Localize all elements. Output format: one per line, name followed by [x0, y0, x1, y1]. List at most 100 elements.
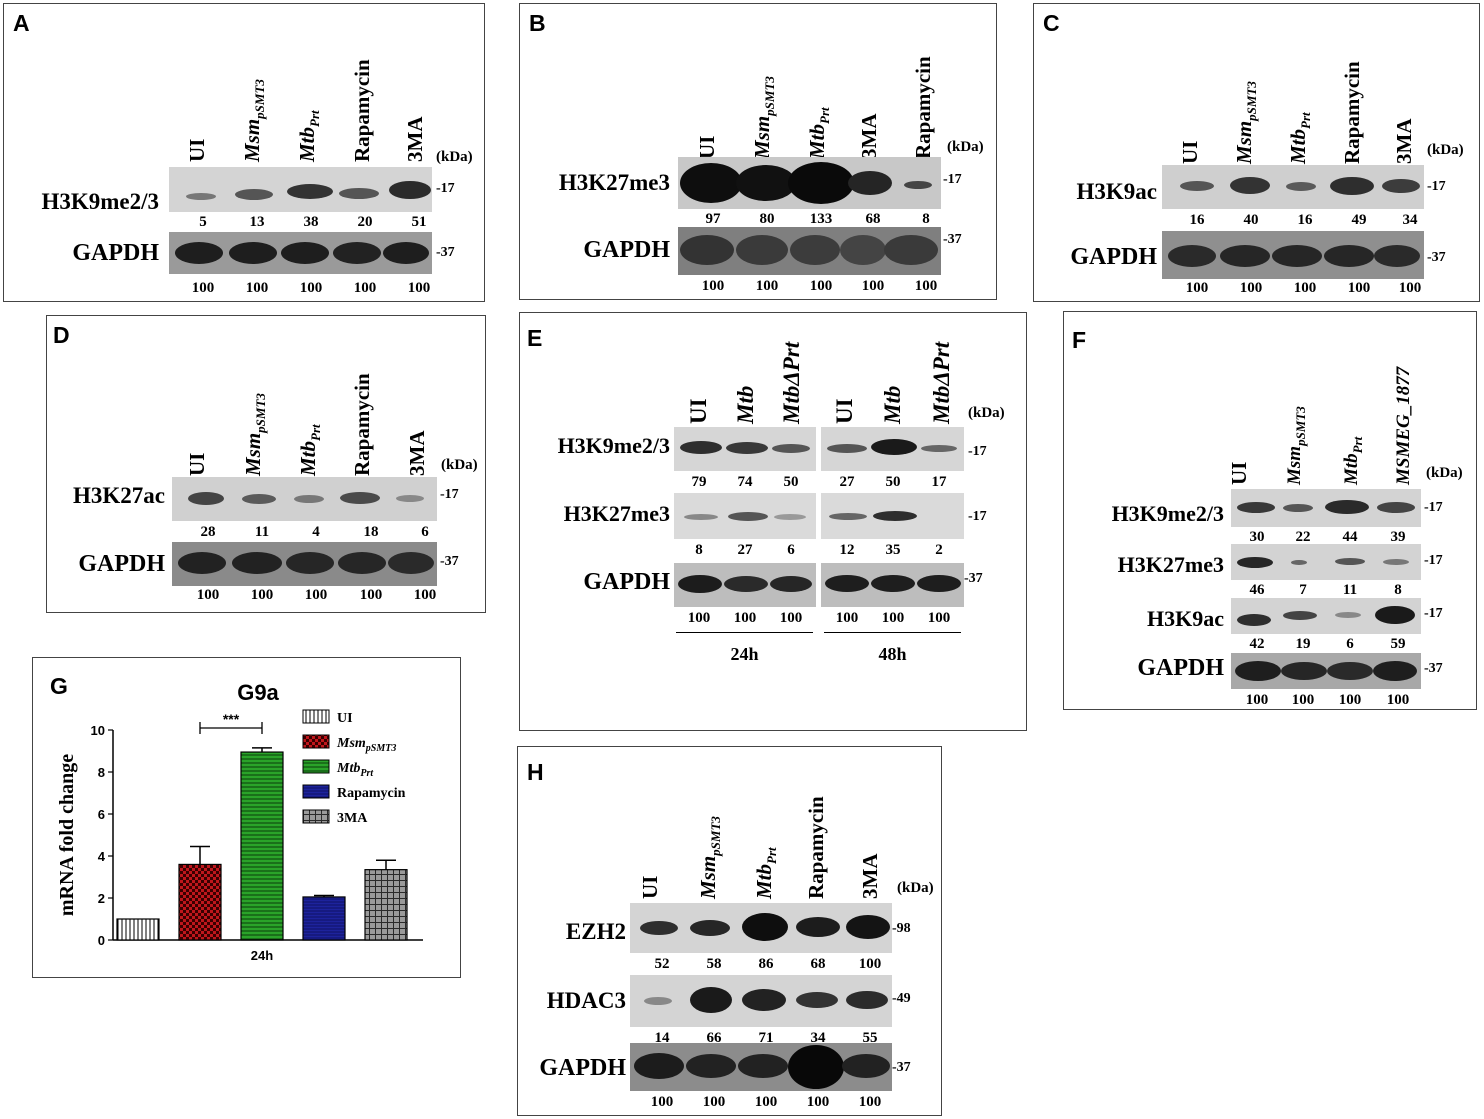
lane-label-ui: UI: [638, 875, 662, 899]
blot-h3k27me3-24h: [674, 493, 816, 539]
panel-a: A UI MsmpSMT3 MtbPrt Rapamycin 3MA (kDa)…: [3, 3, 485, 302]
row-label-gapdh: GAPDH: [1070, 244, 1157, 270]
legend-swatch: [302, 784, 330, 799]
y-tick-label: 0: [98, 933, 105, 948]
values-ezh2: 52 58 86 68 100: [654, 956, 882, 972]
legend-swatch: [302, 759, 330, 774]
bar-mtb: [240, 751, 284, 941]
panel-d-label: D: [53, 322, 70, 348]
row-label-gapdh: GAPDH: [1137, 655, 1224, 681]
blot-h3k9ac: [1231, 598, 1421, 634]
mw-marker-17: -17: [968, 509, 987, 524]
values-h3k9ac: 42 19 6 59: [1249, 636, 1406, 652]
mw-marker-37: -37: [1427, 250, 1446, 265]
blot-gapdh: [1231, 653, 1421, 689]
legend-label: Rapamycin: [337, 786, 406, 801]
lane-label-ui: UI: [1178, 140, 1202, 164]
values-gapdh: 100 100 100 100 100: [196, 587, 437, 603]
blot-h3k9ac: [1162, 165, 1424, 209]
bar-rapamycin: [302, 896, 346, 941]
lane-label-mtb-48h: Mtb: [880, 385, 905, 424]
row-label-ezh2: EZH2: [565, 919, 626, 944]
blot-gapdh: [172, 542, 437, 586]
lane-label-mtb: MtbPrt: [805, 107, 832, 159]
legend-label: MtbPrt: [336, 761, 374, 779]
kda-label: (kDa): [441, 457, 478, 473]
kda-label: (kDa): [1427, 142, 1464, 158]
lane-label-ui: UI: [185, 452, 209, 476]
blot-h3k27ac: [172, 477, 437, 521]
panel-f: F UI MsmpSMT3 MtbPrt MSMEG_1877 (kDa) H3…: [1063, 311, 1477, 710]
blot-hdac3: [630, 975, 892, 1027]
blot-h3k27me3: [678, 157, 941, 209]
mw-marker-49: -49: [892, 991, 911, 1006]
lane-label-msm: MsmpSMT3: [241, 393, 268, 476]
mw-marker-37: -37: [943, 232, 962, 247]
lane-label-mtb: MtbPrt: [752, 847, 779, 899]
panel-b-label: B: [529, 10, 546, 36]
legend-label: UI: [337, 711, 353, 726]
x-axis-label: 24h: [251, 948, 273, 963]
g9a-bar-chart: G9a 0 2 4 6 8 10 mRNA fold change 24h *** UI Msmp…: [56, 680, 423, 963]
panel-b: B UI MsmpSMT3 MtbPrt 3MA Rapamycin (kDa)…: [519, 3, 997, 300]
blot-h3k27me3: [1231, 544, 1421, 580]
lane-label-rapamycin: Rapamycin: [804, 796, 828, 899]
lane-label-mtbdprt-48h: MtbΔPrt: [929, 341, 954, 424]
values-gapdh-48h: 100 100 100: [835, 610, 951, 626]
blot-gapdh-24h: [674, 563, 816, 607]
panel-h: H UI MsmpSMT3 MtbPrt Rapamycin 3MA (kDa)…: [517, 746, 942, 1116]
lane-label-msm: MsmpSMT3: [696, 816, 723, 899]
row-label-h3k9me23: H3K9me2/3: [41, 189, 159, 214]
panel-d: D UI MsmpSMT3 MtbPrt Rapamycin 3MA (kDa)…: [46, 315, 486, 613]
kda-label: (kDa): [947, 139, 984, 155]
timepoint-label-24h: 24h: [730, 644, 759, 664]
mw-marker-37: -37: [440, 554, 459, 569]
mw-marker-17: -17: [943, 172, 962, 187]
values-h3k9ac: 16 40 16 49 34: [1189, 212, 1418, 228]
legend-swatch: [302, 709, 330, 724]
panel-c-label: C: [1043, 10, 1060, 36]
lane-label-msm: MsmpSMT3: [1232, 81, 1259, 164]
lane-label-3ma: 3MA: [857, 113, 881, 160]
timepoint-label-48h: 48h: [878, 644, 907, 664]
lane-label-3ma: 3MA: [1392, 118, 1416, 165]
mw-marker-17: -17: [968, 444, 987, 459]
lane-label-mtbdprt-24h: MtbΔPrt: [779, 341, 804, 424]
panel-h-label: H: [527, 759, 544, 785]
row-label-h3k27ac: H3K27ac: [73, 483, 165, 508]
blot-h3k9me23-48h: [821, 427, 964, 471]
chart-title: G9a: [237, 680, 279, 705]
y-tick-label: 6: [98, 807, 105, 822]
kda-label: (kDa): [968, 405, 1005, 421]
lane-label-mtb: MtbPrt: [1286, 112, 1313, 164]
y-tick-label: 2: [98, 891, 105, 906]
kda-label: (kDa): [897, 880, 934, 896]
lane-label-ui: UI: [185, 138, 209, 162]
row-label-h3k27me3: H3K27me3: [563, 501, 670, 526]
blot-gapdh: [1162, 231, 1424, 279]
values-gapdh-24h: 100 100 100: [687, 610, 803, 626]
mw-marker-98: -98: [892, 921, 911, 936]
blot-gapdh: [678, 227, 941, 275]
lane-label-mtb: MtbPrt: [295, 110, 322, 162]
mw-marker-17: -17: [440, 487, 459, 502]
lane-label-rapamycin: Rapamycin: [350, 373, 374, 476]
legend-label: MsmpSMT3: [336, 736, 396, 754]
values-h3k27me3: 46 7 11 8: [1249, 582, 1402, 598]
mw-marker-17: -17: [1424, 500, 1443, 515]
y-tick-label: 8: [98, 765, 105, 780]
values-gapdh: 100 100 100 100: [1245, 692, 1410, 708]
lane-label-ui-48h: UI: [832, 398, 857, 424]
mw-marker-17: -17: [1424, 606, 1443, 621]
lane-label-ui: UI: [1227, 461, 1251, 485]
values-hdac3: 14 66 71 34 55: [654, 1030, 878, 1046]
panel-e-label: E: [527, 325, 543, 351]
mw-marker-37: -37: [964, 571, 983, 586]
timepoint-bar-48h: [824, 632, 961, 633]
values-h3k27ac: 28 11 4 18 6: [200, 524, 429, 540]
legend-label: 3MA: [337, 811, 368, 826]
row-label-gapdh: GAPDH: [539, 1055, 626, 1081]
mw-marker-37: -37: [892, 1060, 911, 1075]
panel-a-label: A: [13, 10, 30, 36]
values-gapdh: 100 100 100 100 100: [701, 278, 938, 294]
